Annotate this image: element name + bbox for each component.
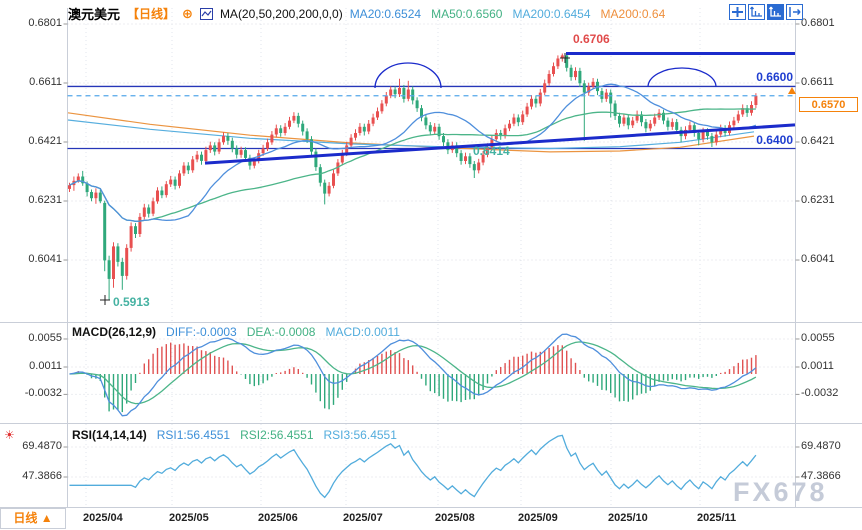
price-level-label: 0.6400 xyxy=(756,133,793,147)
indicator-value: RSI3:56.4551 xyxy=(323,428,397,442)
indicator-value: MACD:0.0011 xyxy=(325,325,400,339)
axis-label: 0.0055 xyxy=(801,331,835,344)
axis-label: 2025/07 xyxy=(343,512,383,524)
indicator-value: DIFF:-0.0003 xyxy=(166,325,237,339)
axis-label: 0.0011 xyxy=(29,360,62,372)
axis-label: 2025/11 xyxy=(697,512,737,524)
axis-label: 0.6611 xyxy=(29,76,62,88)
axis-label: 2025/04 xyxy=(83,512,123,524)
axis-label: 2025/08 xyxy=(435,512,475,524)
axis-label: 69.4870 xyxy=(22,440,62,452)
axis-label: 47.3866 xyxy=(801,469,841,482)
add-indicator-icon[interactable]: ⊕ xyxy=(182,5,193,21)
rsi-title: RSI(14,14,14) xyxy=(72,428,147,442)
symbol-name: 澳元美元 xyxy=(68,7,121,22)
axis-label: 0.6611 xyxy=(801,76,834,88)
indicator-value: RSI1:56.4551 xyxy=(156,428,231,442)
axis-label: 0.6231 xyxy=(801,194,835,206)
macd-header: MACD(26,12,9) DIFF:-0.0003 DEA:-0.0008 MAC… xyxy=(72,325,410,339)
axis-label: 47.3866 xyxy=(22,469,62,482)
main-chart-header: 澳元美元 【日线】 ⊕ MA(20,50,200,200,0,0) MA20:0… xyxy=(68,4,675,23)
macd-values: DIFF:-0.0003 DEA:-0.0008 MACD:0.0011 xyxy=(166,325,410,339)
indicator-value: RSI2:56.4551 xyxy=(240,428,314,442)
ma-params-label: MA(20,50,200,200,0,0) xyxy=(219,6,343,21)
axis-label: 2025/05 xyxy=(169,512,209,524)
axis-label: -0.0032 xyxy=(801,387,839,400)
axis-label: -0.0032 xyxy=(24,387,62,400)
price-level-label: 0.6706 xyxy=(573,32,610,46)
indicator-value: MA50:0.6560 xyxy=(431,6,503,21)
chart-toolbar xyxy=(729,4,803,20)
brand-watermark: FX678 xyxy=(733,477,828,507)
axis-label: 69.4870 xyxy=(801,440,841,452)
y-axis-scale-active-icon[interactable] xyxy=(767,4,784,20)
rsi-header: RSI(14,14,14) RSI1:56.4551 RSI2:56.4551 RS… xyxy=(72,428,407,442)
period-selector-button[interactable]: 日线 ▲ xyxy=(0,508,66,529)
indicator-settings-icon[interactable]: ☀ xyxy=(4,428,15,442)
axis-label: 2025/10 xyxy=(608,512,648,524)
axis-label: 0.0055 xyxy=(28,331,62,344)
price-level-label: 0.5913 xyxy=(113,295,150,309)
price-direction-arrow xyxy=(788,86,796,94)
exit-chart-icon[interactable] xyxy=(786,4,803,20)
axis-label: 0.6041 xyxy=(801,253,835,266)
indicator-value: MA20:0.6524 xyxy=(349,6,422,21)
axis-label: 0.6231 xyxy=(28,194,62,206)
current-price-tag: 0.6570 xyxy=(799,97,858,113)
macd-title: MACD(26,12,9) xyxy=(72,325,157,339)
axis-label: 0.6421 xyxy=(28,135,62,147)
axis-label: 0.6801 xyxy=(801,16,835,29)
chart-type-icon[interactable] xyxy=(199,7,213,20)
axis-label: 0.6801 xyxy=(28,16,62,29)
axis-label: 0.0011 xyxy=(801,360,834,372)
axis-label: 0.6421 xyxy=(801,135,835,147)
rsi-values: RSI1:56.4551 RSI2:56.4551 RSI3:56.4551 xyxy=(157,428,407,442)
ma-values: MA20:0.6524 MA50:0.6560 MA200:0.6454 MA200:… xyxy=(350,7,676,21)
indicator-value: MA200:0.6454 xyxy=(512,6,591,21)
pan-icon[interactable] xyxy=(729,4,746,20)
axis-label: 2025/09 xyxy=(518,512,558,524)
price-level-label: 0.6414 xyxy=(473,144,510,158)
timeframe-label[interactable]: 【日线】 xyxy=(127,7,176,21)
axis-label: 2025/06 xyxy=(258,512,298,524)
axis-label: 0.6041 xyxy=(28,253,62,266)
indicator-value: MA200:0.64 xyxy=(600,6,666,21)
indicator-value: DEA:-0.0008 xyxy=(246,325,316,339)
price-level-label: 0.6600 xyxy=(756,70,793,84)
y-axis-scale-icon[interactable] xyxy=(748,4,765,20)
